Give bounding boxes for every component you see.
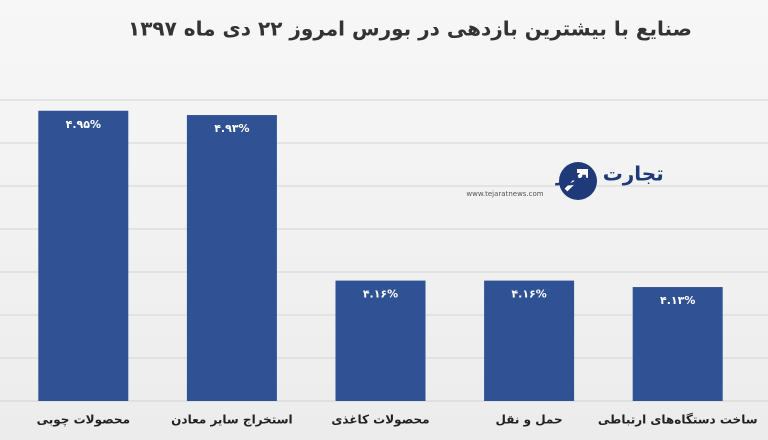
x-tick-label: استخراج سایر معادن	[171, 413, 292, 427]
value-label: ۴.۹۵%	[66, 118, 101, 131]
x-tick-label: محصولات کاغذی	[331, 413, 429, 428]
logo-arrow	[564, 169, 588, 192]
logo-text: تجارت نیوز	[555, 162, 664, 186]
logo: تجارت نیوز www.tejaratnews.com	[466, 162, 664, 200]
x-tick-label: محصولات چوبی	[37, 413, 130, 428]
x-tick-label: حمل و نقل	[496, 413, 563, 428]
bar	[632, 287, 723, 401]
bar	[335, 280, 426, 401]
value-label: ۴.۹۳%	[214, 122, 249, 135]
x-tick-label: ساخت دستگاه‌های ارتباطی	[598, 413, 758, 427]
value-label: ۴.۱۳%	[660, 294, 695, 307]
logo-url: www.tejaratnews.com	[466, 190, 543, 198]
chart-title: صنایع با بیشترین بازدهی در بورس امروز ۲۲…	[128, 17, 692, 41]
bar	[38, 110, 129, 401]
bar	[484, 280, 575, 401]
bar	[186, 115, 277, 402]
value-label: ۴.۱۶%	[363, 288, 398, 301]
value-label: ۴.۱۶%	[511, 288, 546, 301]
